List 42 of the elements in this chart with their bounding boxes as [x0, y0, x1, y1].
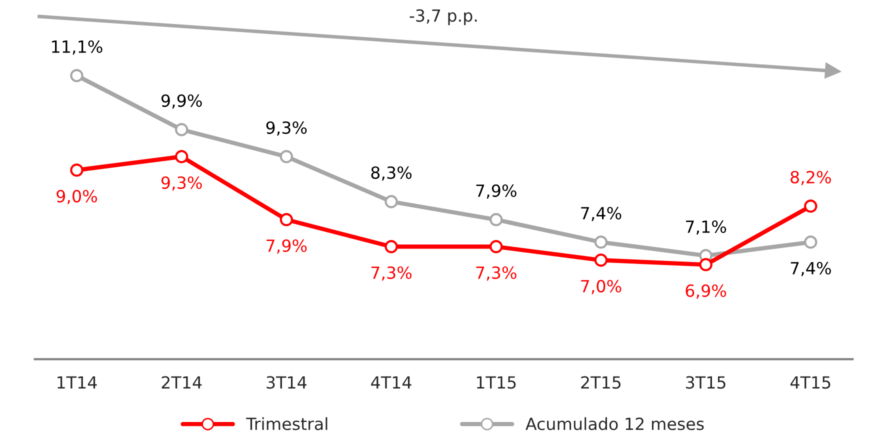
x-tick-label: 2T15: [581, 376, 621, 389]
x-tick-label: 4T15: [790, 376, 830, 389]
data-label: 8,3%: [371, 166, 412, 181]
point: [594, 236, 608, 249]
point: [490, 240, 503, 254]
data-label: 7,3%: [371, 266, 412, 281]
data-label: 7,1%: [686, 220, 726, 235]
point: [174, 150, 188, 164]
point: [384, 195, 398, 208]
x-tick-label: 3T14: [266, 376, 306, 389]
data-label: 8,2%: [790, 170, 831, 186]
data-label: 9,3%: [266, 121, 307, 136]
point: [490, 213, 503, 226]
text: -3,7 p.p.: [410, 9, 477, 26]
point: [699, 258, 712, 272]
point: [280, 150, 294, 164]
point: [70, 69, 84, 82]
x-tick-label: 1T14: [58, 376, 97, 388]
data-label: 9,3%: [161, 176, 202, 191]
point: [804, 236, 818, 249]
legend-label: Trimestral: [246, 417, 328, 430]
data-label: 7,0%: [581, 280, 622, 294]
data-label: 7,9%: [476, 184, 516, 199]
data-label: 11,1%: [52, 40, 102, 55]
point: [280, 213, 294, 226]
x-tick-label: 3T15: [686, 376, 726, 389]
data-label: 7,4%: [790, 262, 831, 276]
data-label: 9,0%: [56, 190, 97, 204]
data-label: 6,9%: [686, 284, 726, 299]
point: [174, 123, 188, 136]
data-label: 7,9%: [266, 239, 307, 254]
data-label: 9,9%: [161, 94, 202, 109]
data-label: 7,3%: [476, 266, 516, 281]
x-tick-label: 2T14: [162, 376, 202, 388]
x-tick-label: 1T15: [476, 376, 516, 389]
point: [804, 200, 818, 213]
legend-label: Acumulado 12 meses: [526, 417, 704, 430]
data-label: 7,4%: [581, 206, 622, 222]
point: [594, 254, 608, 267]
point: [70, 164, 84, 177]
point: [384, 240, 398, 254]
x-tick-label: 4T14: [371, 376, 412, 388]
